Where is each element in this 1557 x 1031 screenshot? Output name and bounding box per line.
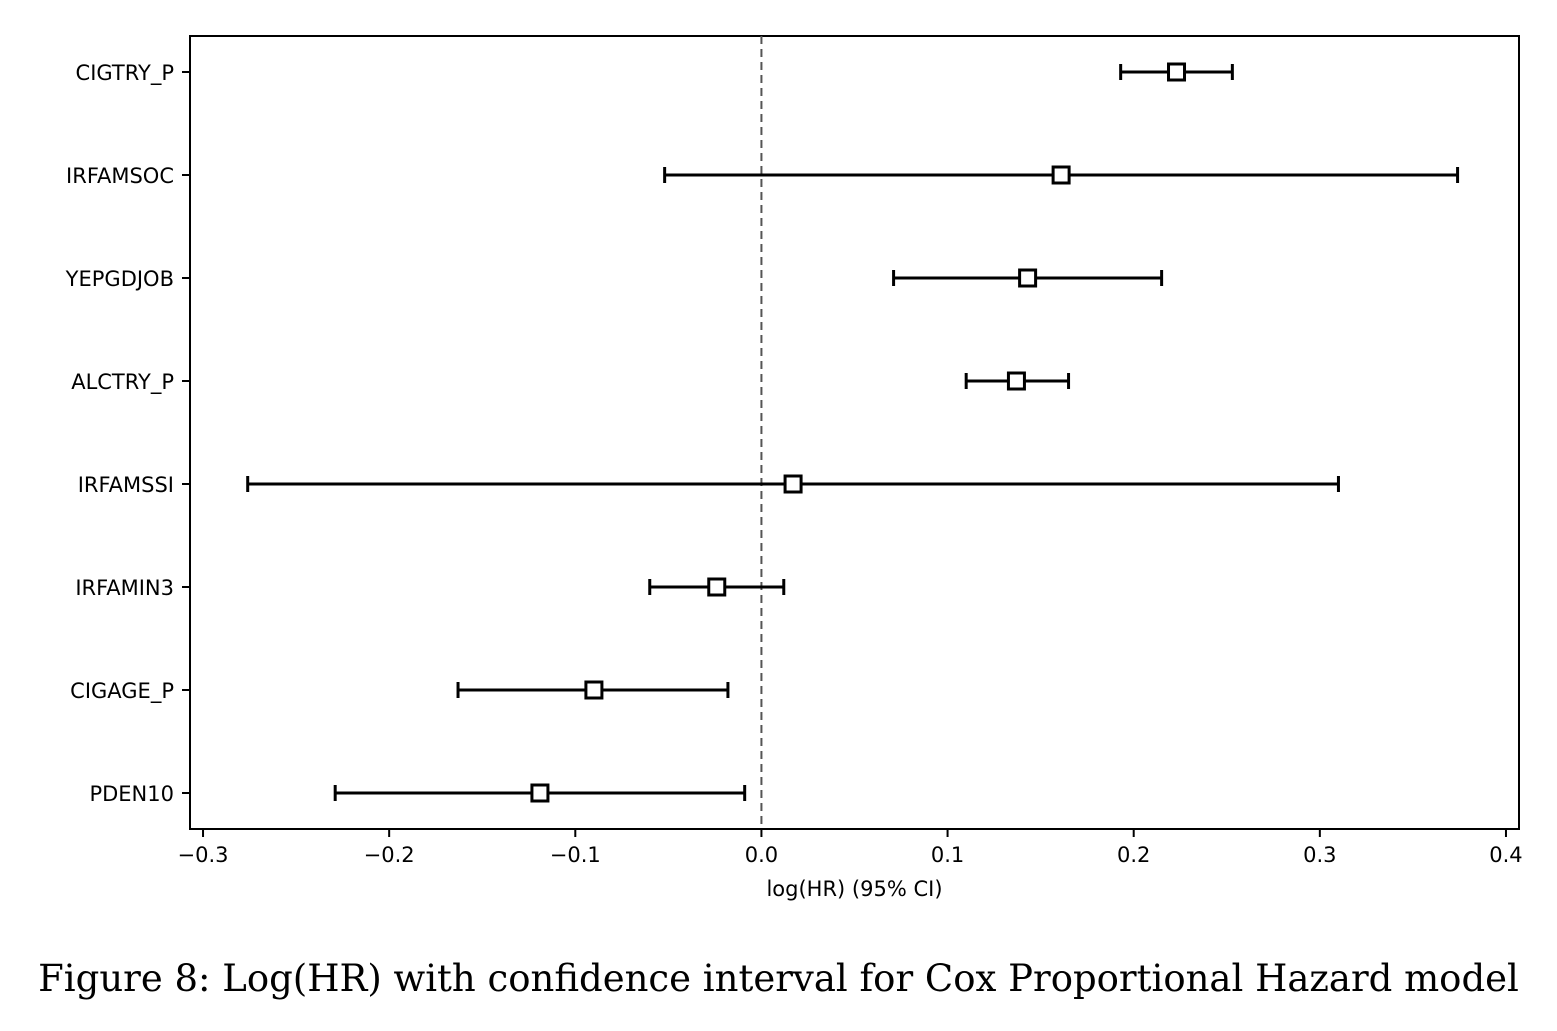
forest-row	[333, 783, 747, 803]
point-estimate-marker	[1051, 165, 1071, 185]
point-estimate-marker	[783, 474, 803, 494]
point-estimate-marker	[1006, 371, 1026, 391]
point-estimate-marker	[707, 577, 727, 597]
forest-row	[663, 165, 1460, 185]
forest-row	[964, 371, 1071, 391]
forest-row	[648, 577, 786, 597]
forest-row	[456, 680, 730, 700]
y-tick-label: IRFAMSSI	[78, 473, 174, 497]
forest-row	[246, 474, 1340, 494]
point-estimate-marker	[1167, 62, 1187, 82]
y-axis: CIGTRY_P IRFAMSOC YEPGDJOB ALCTRY_P IRFAMSSI…	[65, 61, 190, 806]
point-estimate-marker	[584, 680, 604, 700]
x-tick-label: 0.3	[1303, 843, 1336, 867]
x-axis-title: log(HR) (95% CI)	[766, 877, 942, 901]
y-tick-label: PDEN10	[89, 782, 174, 806]
point-estimate-marker	[530, 783, 550, 803]
forest-plot: −0.3 −0.2 −0.1 0.0 0.1 0.2 0.3 0.4 CIGTRY_P IRFA…	[65, 35, 1523, 901]
forest-row	[892, 268, 1164, 288]
x-tick-label: −0.1	[550, 843, 601, 867]
y-tick-label: ALCTRY_P	[71, 370, 174, 395]
y-tick-label: YEPGDJOB	[65, 267, 174, 291]
x-axis: −0.3 −0.2 −0.1 0.0 0.1 0.2 0.3 0.4	[178, 829, 1523, 867]
figure-caption: Figure 8: Log(HR) with confidence interv…	[38, 957, 1519, 1000]
x-tick-label: 0.1	[931, 843, 964, 867]
x-tick-label: 0.0	[745, 843, 778, 867]
x-tick-label: 0.2	[1117, 843, 1150, 867]
y-tick-label: IRFAMSOC	[66, 164, 174, 188]
y-tick-label: CIGAGE_P	[70, 679, 174, 704]
x-tick-label: 0.4	[1489, 843, 1522, 867]
forest-marks	[246, 62, 1460, 803]
forest-row	[1119, 62, 1234, 82]
x-tick-label: −0.3	[178, 843, 229, 867]
point-estimate-marker	[1018, 268, 1038, 288]
plot-frame	[189, 35, 1520, 830]
y-tick-label: CIGTRY_P	[76, 61, 174, 86]
x-tick-label: −0.2	[364, 843, 415, 867]
y-tick-label: IRFAMIN3	[75, 576, 174, 600]
